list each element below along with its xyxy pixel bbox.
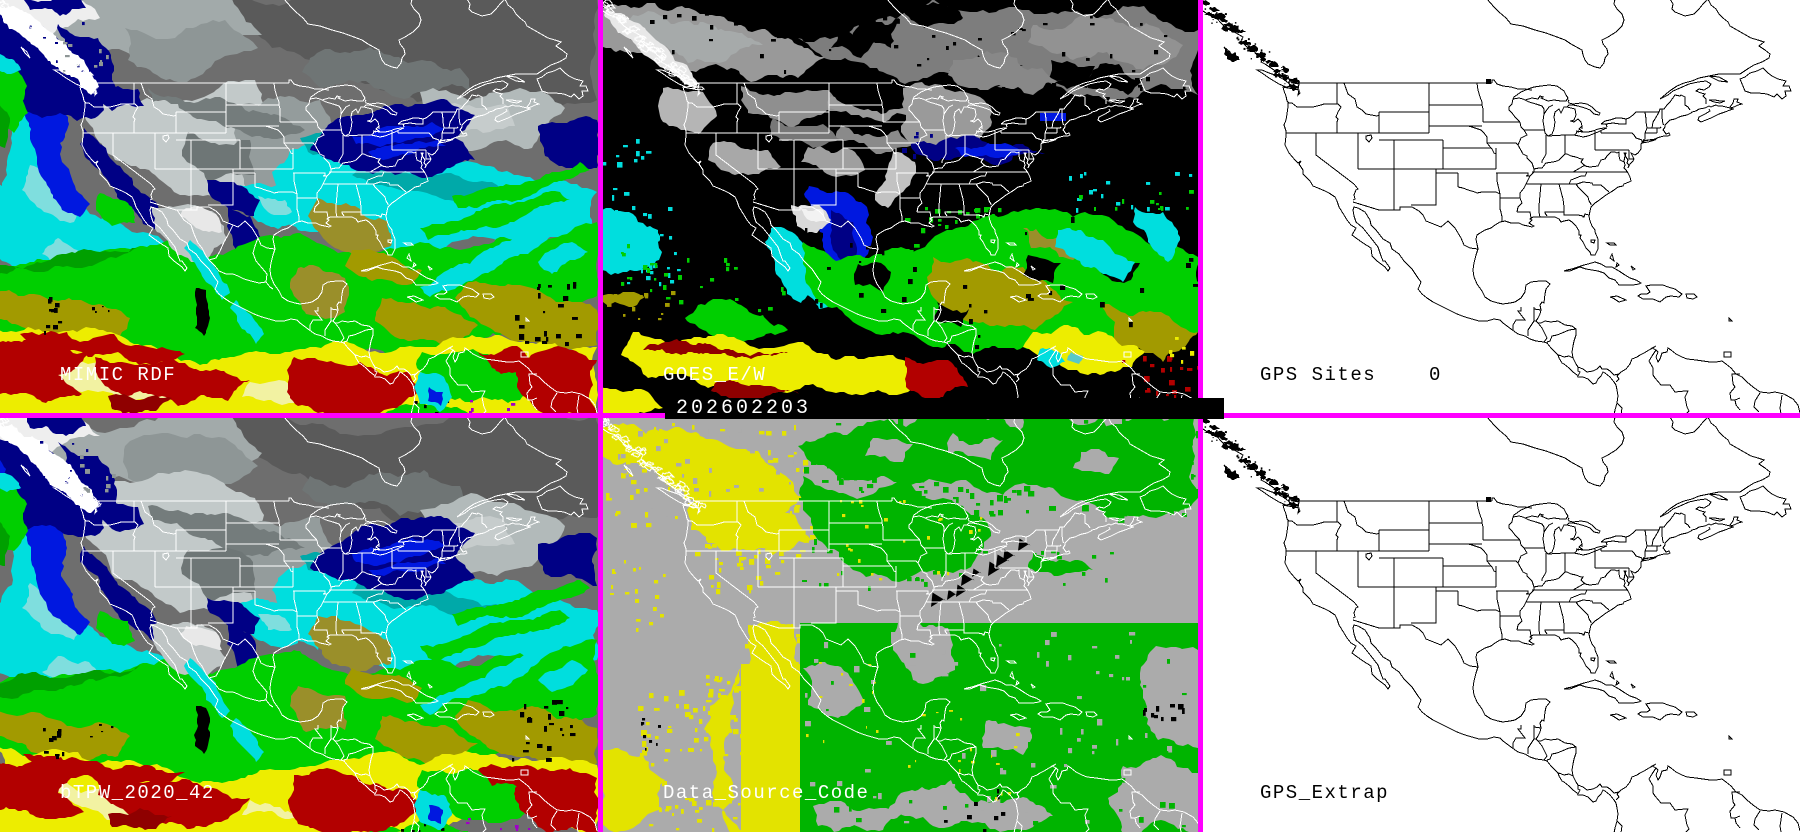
svg-text:bTPW_2020_42: bTPW_2020_42 [60,782,215,804]
svg-text:0: 0 [1429,364,1442,386]
svg-text:GPS Sites: GPS Sites [1260,364,1376,386]
svg-text:GPS_Extrap: GPS_Extrap [1260,782,1389,804]
svg-text:MIMIC RDF: MIMIC RDF [60,364,176,386]
svg-text:GOES_E/W: GOES_E/W [663,364,766,386]
svg-text:Data_Source_Code: Data_Source_Code [663,782,869,804]
